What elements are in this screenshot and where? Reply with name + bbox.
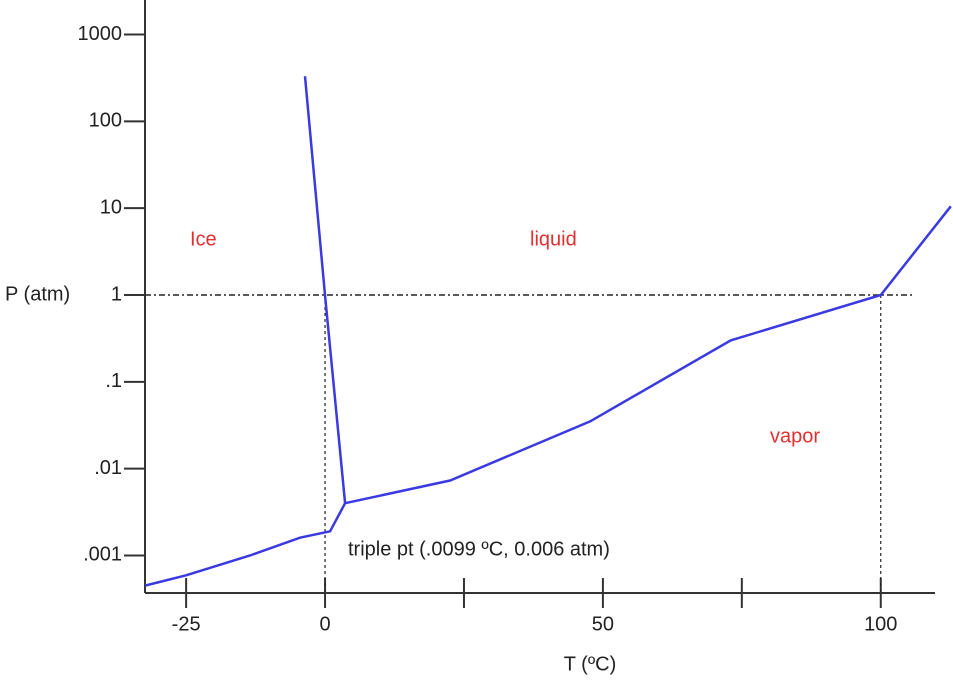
x-tick-label: 0 xyxy=(319,613,330,635)
y-tick-label: .001 xyxy=(83,544,122,566)
phase-boundary xyxy=(144,205,952,587)
phase-boundary xyxy=(303,76,347,504)
triple-point-label: triple pt (.0099 ºC, 0.006 atm) xyxy=(348,538,610,560)
region-label: vapor xyxy=(770,425,820,447)
y-tick-label: 1000 xyxy=(78,23,123,45)
y-tick-label: 100 xyxy=(89,110,122,132)
y-tick-label: 10 xyxy=(100,196,122,218)
y-axis-label: P (atm) xyxy=(5,283,70,305)
y-tick-label: .1 xyxy=(105,370,122,392)
y-tick-label: .01 xyxy=(94,457,122,479)
region-label: Ice xyxy=(190,228,217,250)
region-label: liquid xyxy=(530,228,577,250)
x-tick-label: 100 xyxy=(864,613,897,635)
y-tick-label: 1 xyxy=(111,283,122,305)
x-axis-label: T (ºC) xyxy=(564,653,616,675)
x-tick-label: -25 xyxy=(172,613,201,635)
x-tick-label: 50 xyxy=(592,613,614,635)
